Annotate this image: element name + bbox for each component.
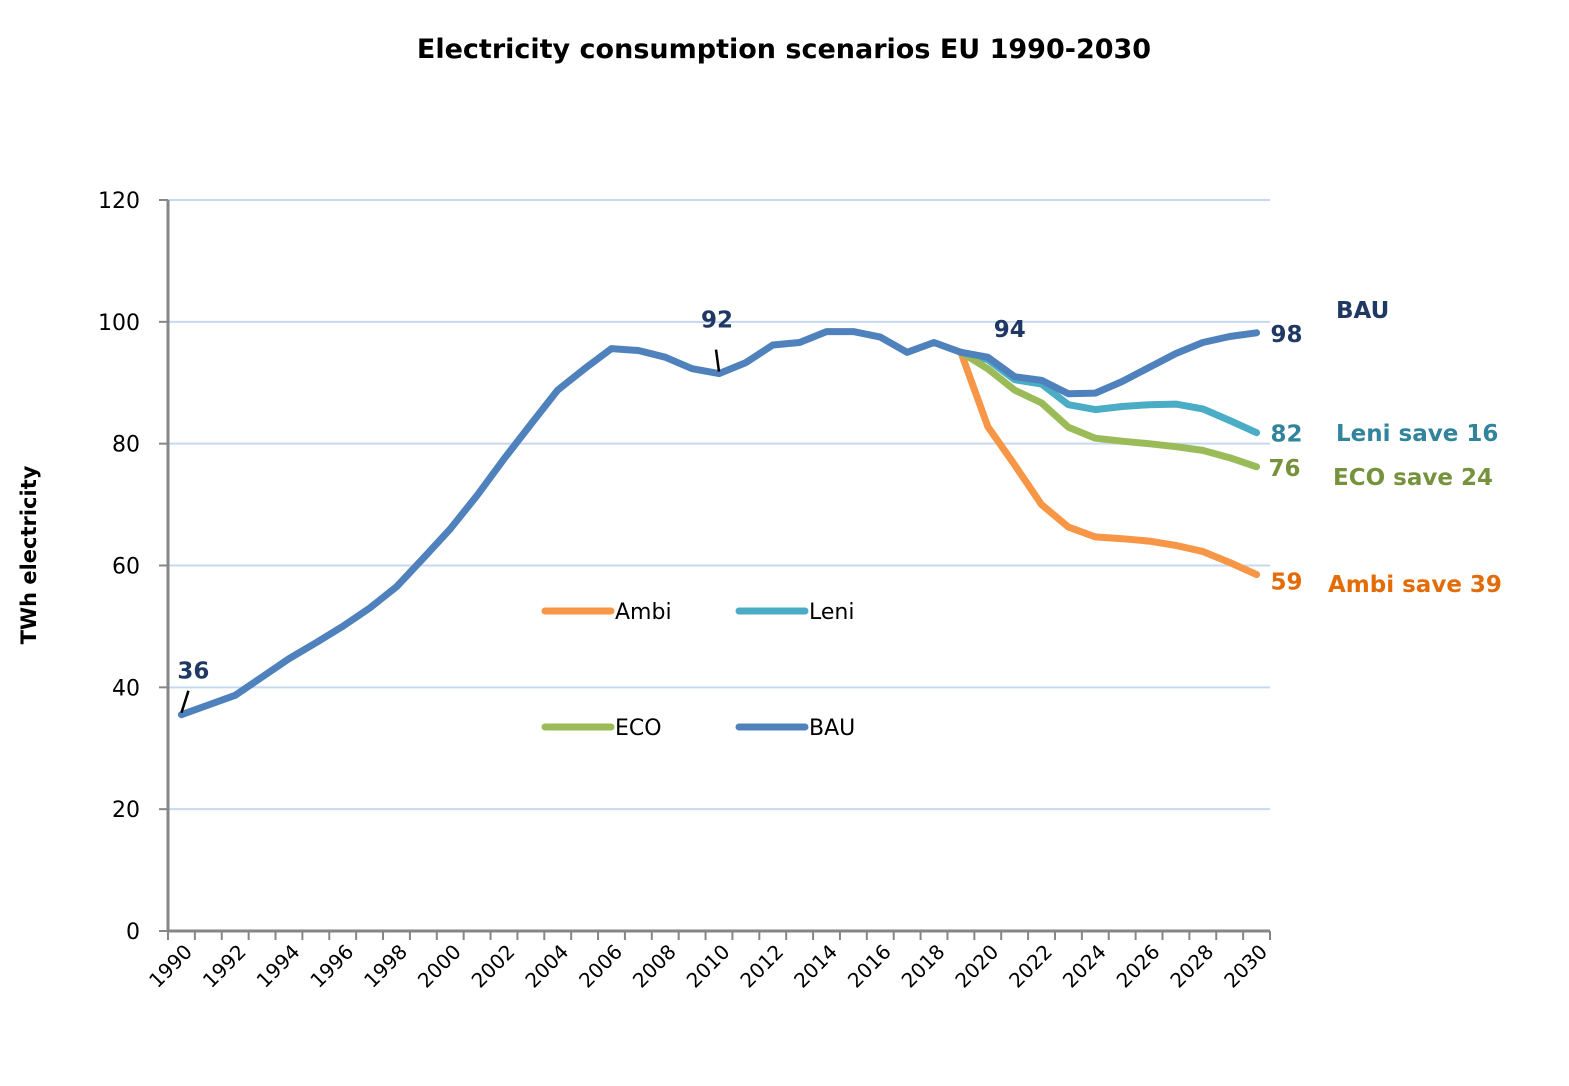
x-tick-label: 2002: [467, 940, 520, 993]
data-label: 92: [701, 308, 733, 334]
series-lines: [177, 328, 1261, 719]
data-label: 76: [1269, 456, 1301, 482]
legend-item-leni: Leni: [735, 600, 854, 625]
axes: [159, 199, 1271, 940]
x-tick-label: 2018: [897, 940, 950, 993]
x-tick-label: 2024: [1058, 940, 1111, 993]
y-tick-label: 80: [112, 433, 140, 458]
y-tick-labels: 0 20 40 60 80 100 120: [98, 189, 140, 945]
legend-item-ambi: Ambi: [541, 600, 672, 625]
scenario-labels: BAU Leni save 16 ECO save 24 Ambi save 39: [1328, 298, 1502, 598]
data-labels: 36 92 94 98 82 76 59: [177, 308, 1303, 714]
x-tick-labels: 1990 1992 1994 1996 1998 2000 2002 2004 2006 2008…: [144, 940, 1272, 993]
x-tick-label: 2010: [682, 940, 735, 993]
y-tick-label: 60: [112, 555, 140, 580]
x-tick-label: 2028: [1165, 940, 1218, 993]
scenario-label: Leni save 16: [1336, 421, 1498, 447]
x-tick-label: 1992: [198, 940, 251, 993]
y-tick-label: 20: [112, 798, 140, 823]
data-label: 98: [1271, 322, 1303, 348]
legend: Ambi Leni ECO BAU: [541, 600, 855, 741]
x-tick-label: 2006: [574, 940, 627, 993]
gridlines: [168, 199, 1270, 811]
y-tick-label: 0: [126, 920, 140, 945]
y-tick-label: 120: [98, 189, 140, 214]
series-line-leni: [957, 348, 1261, 437]
x-tick-label: 1990: [144, 940, 197, 993]
x-tick-label: 2030: [1219, 940, 1272, 993]
chart-title: Electricity consumption scenarios EU 199…: [417, 34, 1151, 65]
legend-item-bau: BAU: [735, 716, 855, 741]
x-tick-label: 2000: [413, 940, 466, 993]
data-label: 59: [1271, 570, 1303, 596]
x-tick-label: 2022: [1004, 940, 1057, 993]
x-tick-label: 1994: [252, 940, 305, 993]
scenario-label: ECO save 24: [1333, 465, 1493, 491]
scenario-label: Ambi save 39: [1328, 572, 1502, 598]
x-tick-label: 2012: [735, 940, 788, 993]
legend-label: ECO: [615, 716, 662, 741]
y-tick-label: 40: [112, 676, 140, 701]
data-label: 82: [1271, 422, 1303, 448]
x-tick-label: 1996: [305, 940, 358, 993]
x-tick-label: 1998: [359, 940, 412, 993]
leader-line: [714, 349, 721, 372]
y-tick-label: 100: [98, 311, 140, 336]
x-tick-label: 2008: [628, 940, 681, 993]
data-label: 36: [177, 659, 209, 685]
data-label: 94: [994, 317, 1026, 343]
x-tick-label: 2020: [950, 940, 1003, 993]
leader-line: [180, 690, 190, 714]
x-tick-label: 2014: [789, 940, 842, 993]
x-tick-label: 2026: [1112, 940, 1165, 993]
legend-label: Leni: [809, 600, 854, 625]
series-line-ambi: [957, 348, 1261, 579]
legend-label: Ambi: [615, 600, 672, 625]
y-axis-label: TWh electricity: [17, 465, 41, 644]
legend-label: BAU: [809, 716, 855, 741]
x-tick-label: 2016: [843, 940, 896, 993]
scenario-label: BAU: [1336, 298, 1389, 324]
series-line-eco: [957, 348, 1261, 471]
x-tick-label: 2004: [520, 940, 573, 993]
series-line-bau: [177, 328, 1261, 719]
legend-item-eco: ECO: [541, 716, 662, 741]
